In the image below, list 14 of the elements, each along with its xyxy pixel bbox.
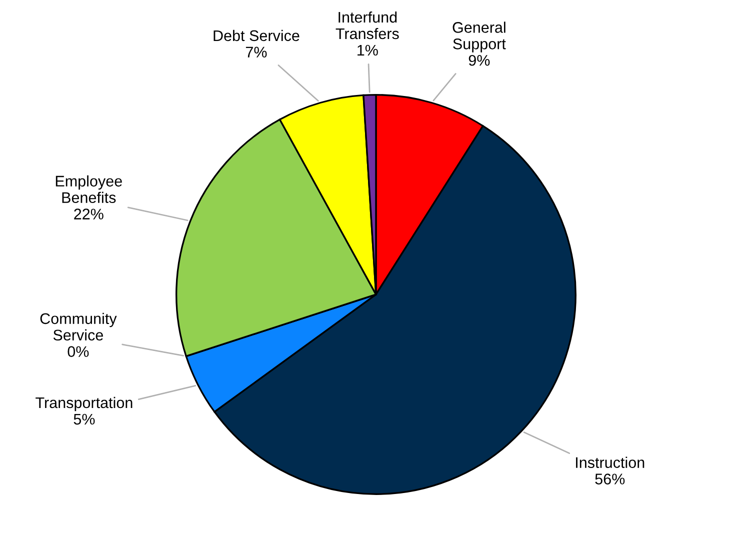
- data-label: 9%: [468, 54, 490, 66]
- data-label: 56%: [595, 474, 625, 484]
- data-label: 22%: [74, 208, 104, 220]
- slice-label: General Support: [452, 22, 506, 52]
- slice-label: Debt Service: [214, 30, 300, 42]
- data-label: 7%: [246, 46, 267, 58]
- text: 0%: [68, 346, 89, 357]
- data-label: 1%: [358, 44, 378, 56]
- data-label: 5%: [74, 414, 95, 425]
- slice-label: Instruction: [576, 456, 644, 468]
- slice-label: Employee Benefits: [56, 175, 122, 204]
- category-label: Community Service: [40, 312, 117, 341]
- slice-label: Transportation: [36, 396, 132, 412]
- slice-label: Interfund Transfers: [336, 11, 399, 40]
